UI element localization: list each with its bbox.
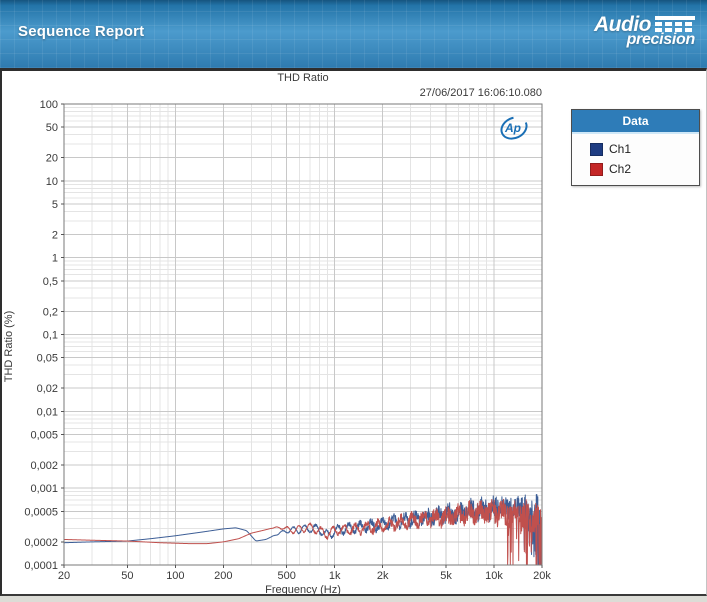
x-tick-label: 200 (214, 570, 232, 582)
y-axis-title: THD Ratio (%) (3, 311, 15, 383)
x-tick-label: 500 (278, 570, 296, 582)
y-tick-label: 0,0002 (24, 537, 58, 549)
y-tick-label: 0,5 (43, 276, 58, 288)
y-tick-label: 20 (46, 153, 58, 165)
y-tick-labels: 100 50 20 10 5 2 1 0,5 0,2 0,1 0,05 0,02 0,01 0,005 0,… (24, 99, 58, 572)
legend-items: Ch1Ch2 (572, 134, 699, 185)
legend-label: Ch1 (609, 142, 631, 156)
y-tick-label: 50 (46, 122, 58, 134)
x-tick-label: 100 (166, 570, 184, 582)
legend-header: Data (572, 110, 699, 134)
y-tick-label: 0,2 (43, 306, 58, 318)
ap-watermark-icon: Ap (498, 113, 530, 142)
y-tick-label: 10 (46, 176, 58, 188)
legend-panel: Data Ch1Ch2 (571, 109, 700, 186)
y-tick-label: 5 (52, 199, 58, 211)
x-tick-label: 2k (377, 570, 389, 582)
x-axis-title: Frequency (Hz) (265, 584, 341, 596)
y-tick-label: 2 (52, 230, 58, 242)
report-title: Sequence Report (18, 23, 144, 40)
legend-item-ch1: Ch1 (572, 139, 699, 159)
legend-label: Ch2 (609, 162, 631, 176)
ap-watermark-text: Ap (504, 121, 521, 135)
y-tick-label: 0,001 (30, 483, 58, 495)
x-tick-label: 1k (329, 570, 341, 582)
report-header: Sequence Report Audio precision (0, 0, 707, 68)
y-tick-label: 0,1 (43, 330, 58, 342)
thd-ratio-plot: 20 50 100 200 500 1k 2k 5k 10k 20k 100 50 20 10 5 2 1 0,5… (2, 71, 562, 597)
y-tick-label: 1 (52, 253, 58, 265)
series-line-ch2 (64, 499, 542, 565)
y-tick-label: 0,05 (37, 353, 58, 365)
y-tick-label: 100 (40, 99, 58, 111)
legend-swatch-ch1 (590, 143, 603, 156)
y-tick-label: 0,005 (30, 429, 58, 441)
x-tick-label: 5k (440, 570, 452, 582)
x-tick-label: 50 (121, 570, 133, 582)
legend-item-ch2: Ch2 (572, 159, 699, 179)
y-tick-label: 0,0001 (24, 560, 58, 572)
y-tick-label: 0,01 (37, 406, 58, 418)
x-tick-label: 20 (58, 570, 70, 582)
y-tick-label: 0,02 (37, 383, 58, 395)
page: { "header": { "title": "Sequence Report"… (0, 0, 707, 602)
sequence-report-window: Sequence Report Audio precision THD Rati… (0, 0, 707, 602)
legend-swatch-ch2 (590, 163, 603, 176)
bottom-strip (0, 596, 707, 602)
audio-precision-logo: Audio precision (594, 14, 695, 48)
x-tick-label: 10k (485, 570, 503, 582)
x-tick-labels: 20 50 100 200 500 1k 2k 5k 10k 20k (58, 570, 551, 582)
y-tick-label: 0,0005 (24, 506, 58, 518)
x-tick-label: 20k (533, 570, 551, 582)
report-body: THD Ratio 27/06/2017 16:06:10.080 205010… (0, 68, 707, 596)
y-tick-label: 0,002 (30, 460, 58, 472)
